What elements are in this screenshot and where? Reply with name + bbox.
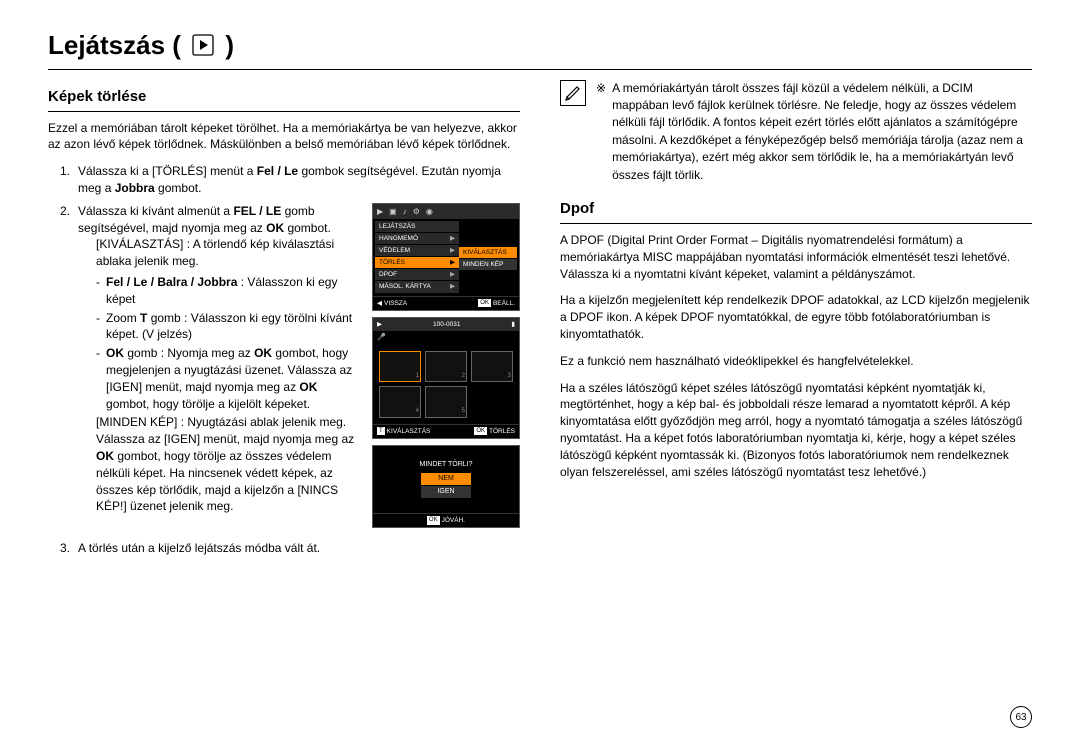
lcd-thumbnails: ▶ 100-0031 ▮ 🎤 1 2 3 4 5	[372, 317, 520, 439]
thumb-4: 4	[379, 386, 421, 418]
dpof-body: A DPOF (Digital Print Order Format – Dig…	[560, 232, 1032, 480]
file-counter: 100-0031	[433, 320, 460, 329]
play-icon-small: ▶	[377, 320, 382, 329]
section-title-dpof: Dpof	[560, 198, 1032, 224]
menu-lejatszas: LEJÁTSZÁS	[375, 221, 459, 232]
lcd-confirm-ok: OK JÓVÁH.	[427, 516, 465, 525]
menu-torles: TÖRLÉS▶	[375, 257, 459, 268]
thumb-5: 5	[425, 386, 467, 418]
dpof-p2: Ha a kijelzőn megjelenített kép rendelke…	[560, 292, 1032, 342]
page-number: 63	[1010, 706, 1032, 728]
delete-intro: Ezzel a memóriában tárolt képeket törölh…	[48, 120, 520, 154]
sub-zoom: - Zoom T gomb : Válasszon ki egy törölni…	[96, 310, 364, 344]
step-1-text: Válassza ki a [TÖRLÉS] menüt a Fel / Le …	[78, 163, 520, 197]
title-prefix: Lejátszás (	[48, 30, 181, 60]
submenu-kivalasztas: KIVÁLASZTÁS	[459, 247, 517, 258]
step-2-text: Válassza ki kívánt almenüt a FEL / LE go…	[78, 203, 364, 237]
dpof-p3: Ez a funkció nem használható videóklipek…	[560, 353, 1032, 370]
menu-vedelem: VÉDELEM▶	[375, 245, 459, 256]
note-text: ※ A memóriakártyán tárolt összes fájl kö…	[596, 80, 1032, 184]
play-icon	[192, 32, 214, 63]
submenu-minden: MINDEN KÉP	[459, 259, 517, 270]
lcd-back: ◀ VISSZA	[377, 299, 407, 308]
note-icon	[560, 80, 586, 106]
step-2-num: 2.	[60, 203, 70, 220]
sub-nav: - Fel / Le / Balra / Jobbra : Válasszon …	[96, 274, 364, 308]
section-title-delete: Képek törlése	[48, 86, 520, 112]
confirm-no: NEM	[421, 473, 471, 485]
right-column: ※ A memóriakártyán tárolt összes fájl kö…	[560, 80, 1032, 563]
lcd-menu: ▶▣♪⚙◉ LEJÁTSZÁS HANGMEMÓ▶ VÉDELEM▶ TÖRLÉ…	[372, 203, 520, 311]
title-suffix: )	[225, 30, 234, 60]
lcd-stack: ▶▣♪⚙◉ LEJÁTSZÁS HANGMEMÓ▶ VÉDELEM▶ TÖRLÉ…	[372, 203, 520, 534]
thumb-2: 2	[425, 351, 467, 383]
confirm-yes: IGEN	[421, 486, 471, 498]
lcd-ok: OK BEÁLL.	[478, 299, 515, 308]
page-title: Lejátszás ( )	[48, 30, 1032, 70]
menu-masol: MÁSOL. KÁRTYA▶	[375, 281, 459, 292]
lcd-confirm: MINDET TÖRLI? NEM IGEN OK JÓVÁH.	[372, 445, 520, 528]
step-1-num: 1.	[60, 163, 70, 180]
dpof-p4: Ha a széles látószögű képet széles látós…	[560, 380, 1032, 481]
dpof-p1: A DPOF (Digital Print Order Format – Dig…	[560, 232, 1032, 282]
menu-dpof: DPOF▶	[375, 269, 459, 280]
minden-desc: [MINDEN KÉP] : Nyugtázási ablak jelenik …	[96, 414, 364, 515]
kivalasztas-desc: [KIVÁLASZTÁS] : A törlendő kép kiválaszt…	[96, 236, 364, 270]
step-3-num: 3.	[60, 540, 70, 557]
lcd-ok-del: OK TÖRLÉS	[474, 427, 515, 436]
menu-hangmemo: HANGMEMÓ▶	[375, 233, 459, 244]
battery-icon: ▮	[511, 320, 515, 329]
thumb-3: 3	[471, 351, 513, 383]
lcd-topbar-icons: ▶▣♪⚙◉	[373, 204, 519, 219]
thumb-1: 1	[379, 351, 421, 383]
left-column: Képek törlése Ezzel a memóriában tárolt …	[48, 80, 520, 563]
mic-icon: 🎤	[373, 331, 519, 345]
step-3-text: A törlés után a kijelző lejátszás módba …	[78, 540, 520, 557]
sub-ok: - OK gomb : Nyomja meg az OK gombot, hog…	[96, 345, 364, 412]
confirm-question: MINDET TÖRLI?	[373, 460, 519, 470]
lcd-t-kiv: T KIVÁLASZTÁS	[377, 427, 430, 436]
